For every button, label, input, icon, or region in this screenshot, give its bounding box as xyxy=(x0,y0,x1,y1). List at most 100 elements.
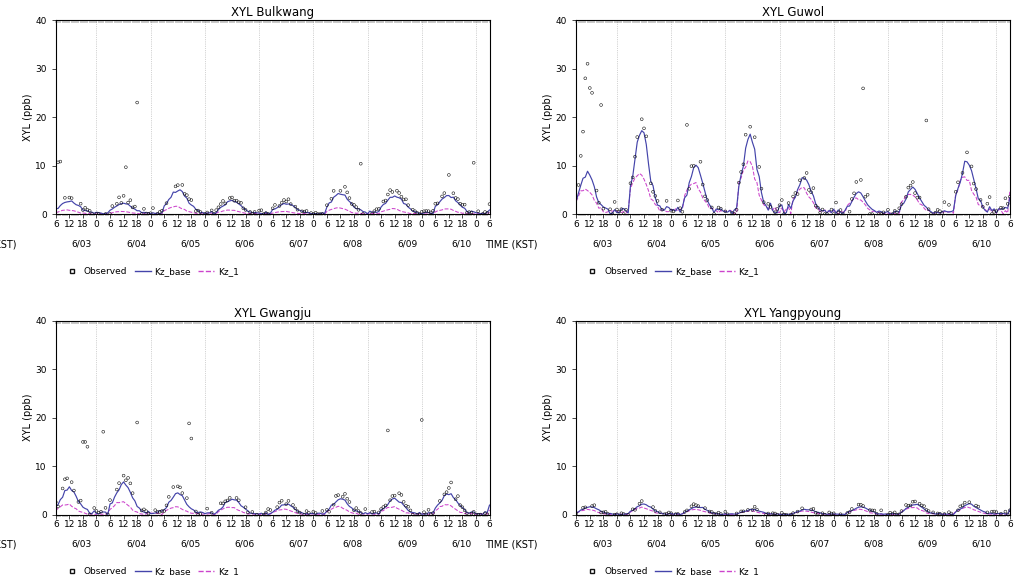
Point xyxy=(972,196,989,205)
Point xyxy=(127,202,143,211)
Point xyxy=(348,202,364,212)
Point xyxy=(147,505,163,515)
Point xyxy=(457,200,473,209)
Point xyxy=(402,506,418,515)
Text: 6/06: 6/06 xyxy=(234,539,255,549)
Point xyxy=(697,504,714,513)
Point xyxy=(175,489,191,498)
Point xyxy=(729,205,745,214)
Point xyxy=(448,193,464,202)
Point xyxy=(436,490,453,499)
Point xyxy=(928,208,944,217)
Point xyxy=(591,198,607,208)
Point xyxy=(335,492,351,501)
Point xyxy=(260,209,276,218)
Point xyxy=(247,208,263,217)
Point xyxy=(232,198,249,208)
Point xyxy=(735,507,751,516)
Point xyxy=(963,162,979,171)
Point xyxy=(70,497,86,507)
Point xyxy=(251,206,267,215)
Text: 6/09: 6/09 xyxy=(397,539,417,549)
Point xyxy=(102,496,118,505)
Point xyxy=(212,499,228,508)
Point xyxy=(611,207,627,216)
Point xyxy=(452,199,468,208)
Point xyxy=(475,209,491,218)
Point xyxy=(366,507,383,516)
Point xyxy=(357,504,374,513)
Point xyxy=(703,203,720,212)
Point xyxy=(215,499,231,508)
Point xyxy=(470,206,486,216)
Point xyxy=(114,198,130,208)
Point xyxy=(893,200,909,209)
Point xyxy=(891,204,907,213)
Point xyxy=(422,208,438,217)
Point xyxy=(319,201,335,210)
Point xyxy=(758,510,774,519)
Point xyxy=(389,186,405,196)
Point xyxy=(158,198,175,208)
Text: 6/10: 6/10 xyxy=(971,539,992,549)
Point xyxy=(409,510,425,519)
Title: XYL Guwol: XYL Guwol xyxy=(762,6,824,19)
Point xyxy=(882,508,898,518)
Point xyxy=(326,500,342,509)
Text: 6/08: 6/08 xyxy=(863,539,883,549)
Text: 6/06: 6/06 xyxy=(755,539,775,549)
Point xyxy=(902,181,919,190)
Point xyxy=(884,209,900,218)
Point xyxy=(192,208,208,217)
Point xyxy=(775,209,792,218)
Point xyxy=(989,206,1005,216)
Point xyxy=(352,159,368,168)
Point xyxy=(604,209,620,218)
Point xyxy=(81,206,97,216)
Point xyxy=(685,500,701,509)
Text: 6/05: 6/05 xyxy=(180,239,200,248)
Point xyxy=(919,505,935,515)
Point xyxy=(580,59,596,68)
Point xyxy=(48,497,64,507)
Point xyxy=(337,182,353,191)
Point xyxy=(414,207,430,216)
Point xyxy=(151,507,167,516)
Point xyxy=(731,178,747,187)
Point xyxy=(578,74,594,83)
Point xyxy=(742,122,758,131)
Point xyxy=(821,508,837,517)
Point xyxy=(326,186,342,196)
Point xyxy=(779,510,795,519)
Point xyxy=(55,484,71,493)
Text: 6/08: 6/08 xyxy=(863,239,883,248)
Point xyxy=(455,200,471,209)
Point xyxy=(136,505,152,514)
Point xyxy=(77,438,93,447)
Point xyxy=(685,161,701,170)
Point xyxy=(609,509,625,519)
Title: XYL Gwangju: XYL Gwangju xyxy=(234,306,312,320)
Point xyxy=(160,492,177,501)
Point xyxy=(843,504,860,513)
Point xyxy=(843,194,860,204)
Point xyxy=(916,501,932,511)
Point xyxy=(443,478,459,487)
Point xyxy=(461,208,477,217)
Point xyxy=(348,504,364,513)
Point xyxy=(190,206,206,215)
Text: 6/03: 6/03 xyxy=(592,539,612,549)
Point xyxy=(995,204,1011,213)
Point xyxy=(256,510,272,519)
Point xyxy=(724,208,740,217)
Point xyxy=(441,170,457,179)
Point xyxy=(898,500,915,509)
Title: XYL Yangpyoung: XYL Yangpyoung xyxy=(744,306,841,320)
Point xyxy=(727,209,743,218)
Point xyxy=(298,206,315,216)
Point xyxy=(584,501,600,511)
Point xyxy=(455,503,471,512)
Point xyxy=(812,208,828,217)
Point xyxy=(620,510,636,519)
Point xyxy=(337,489,353,499)
